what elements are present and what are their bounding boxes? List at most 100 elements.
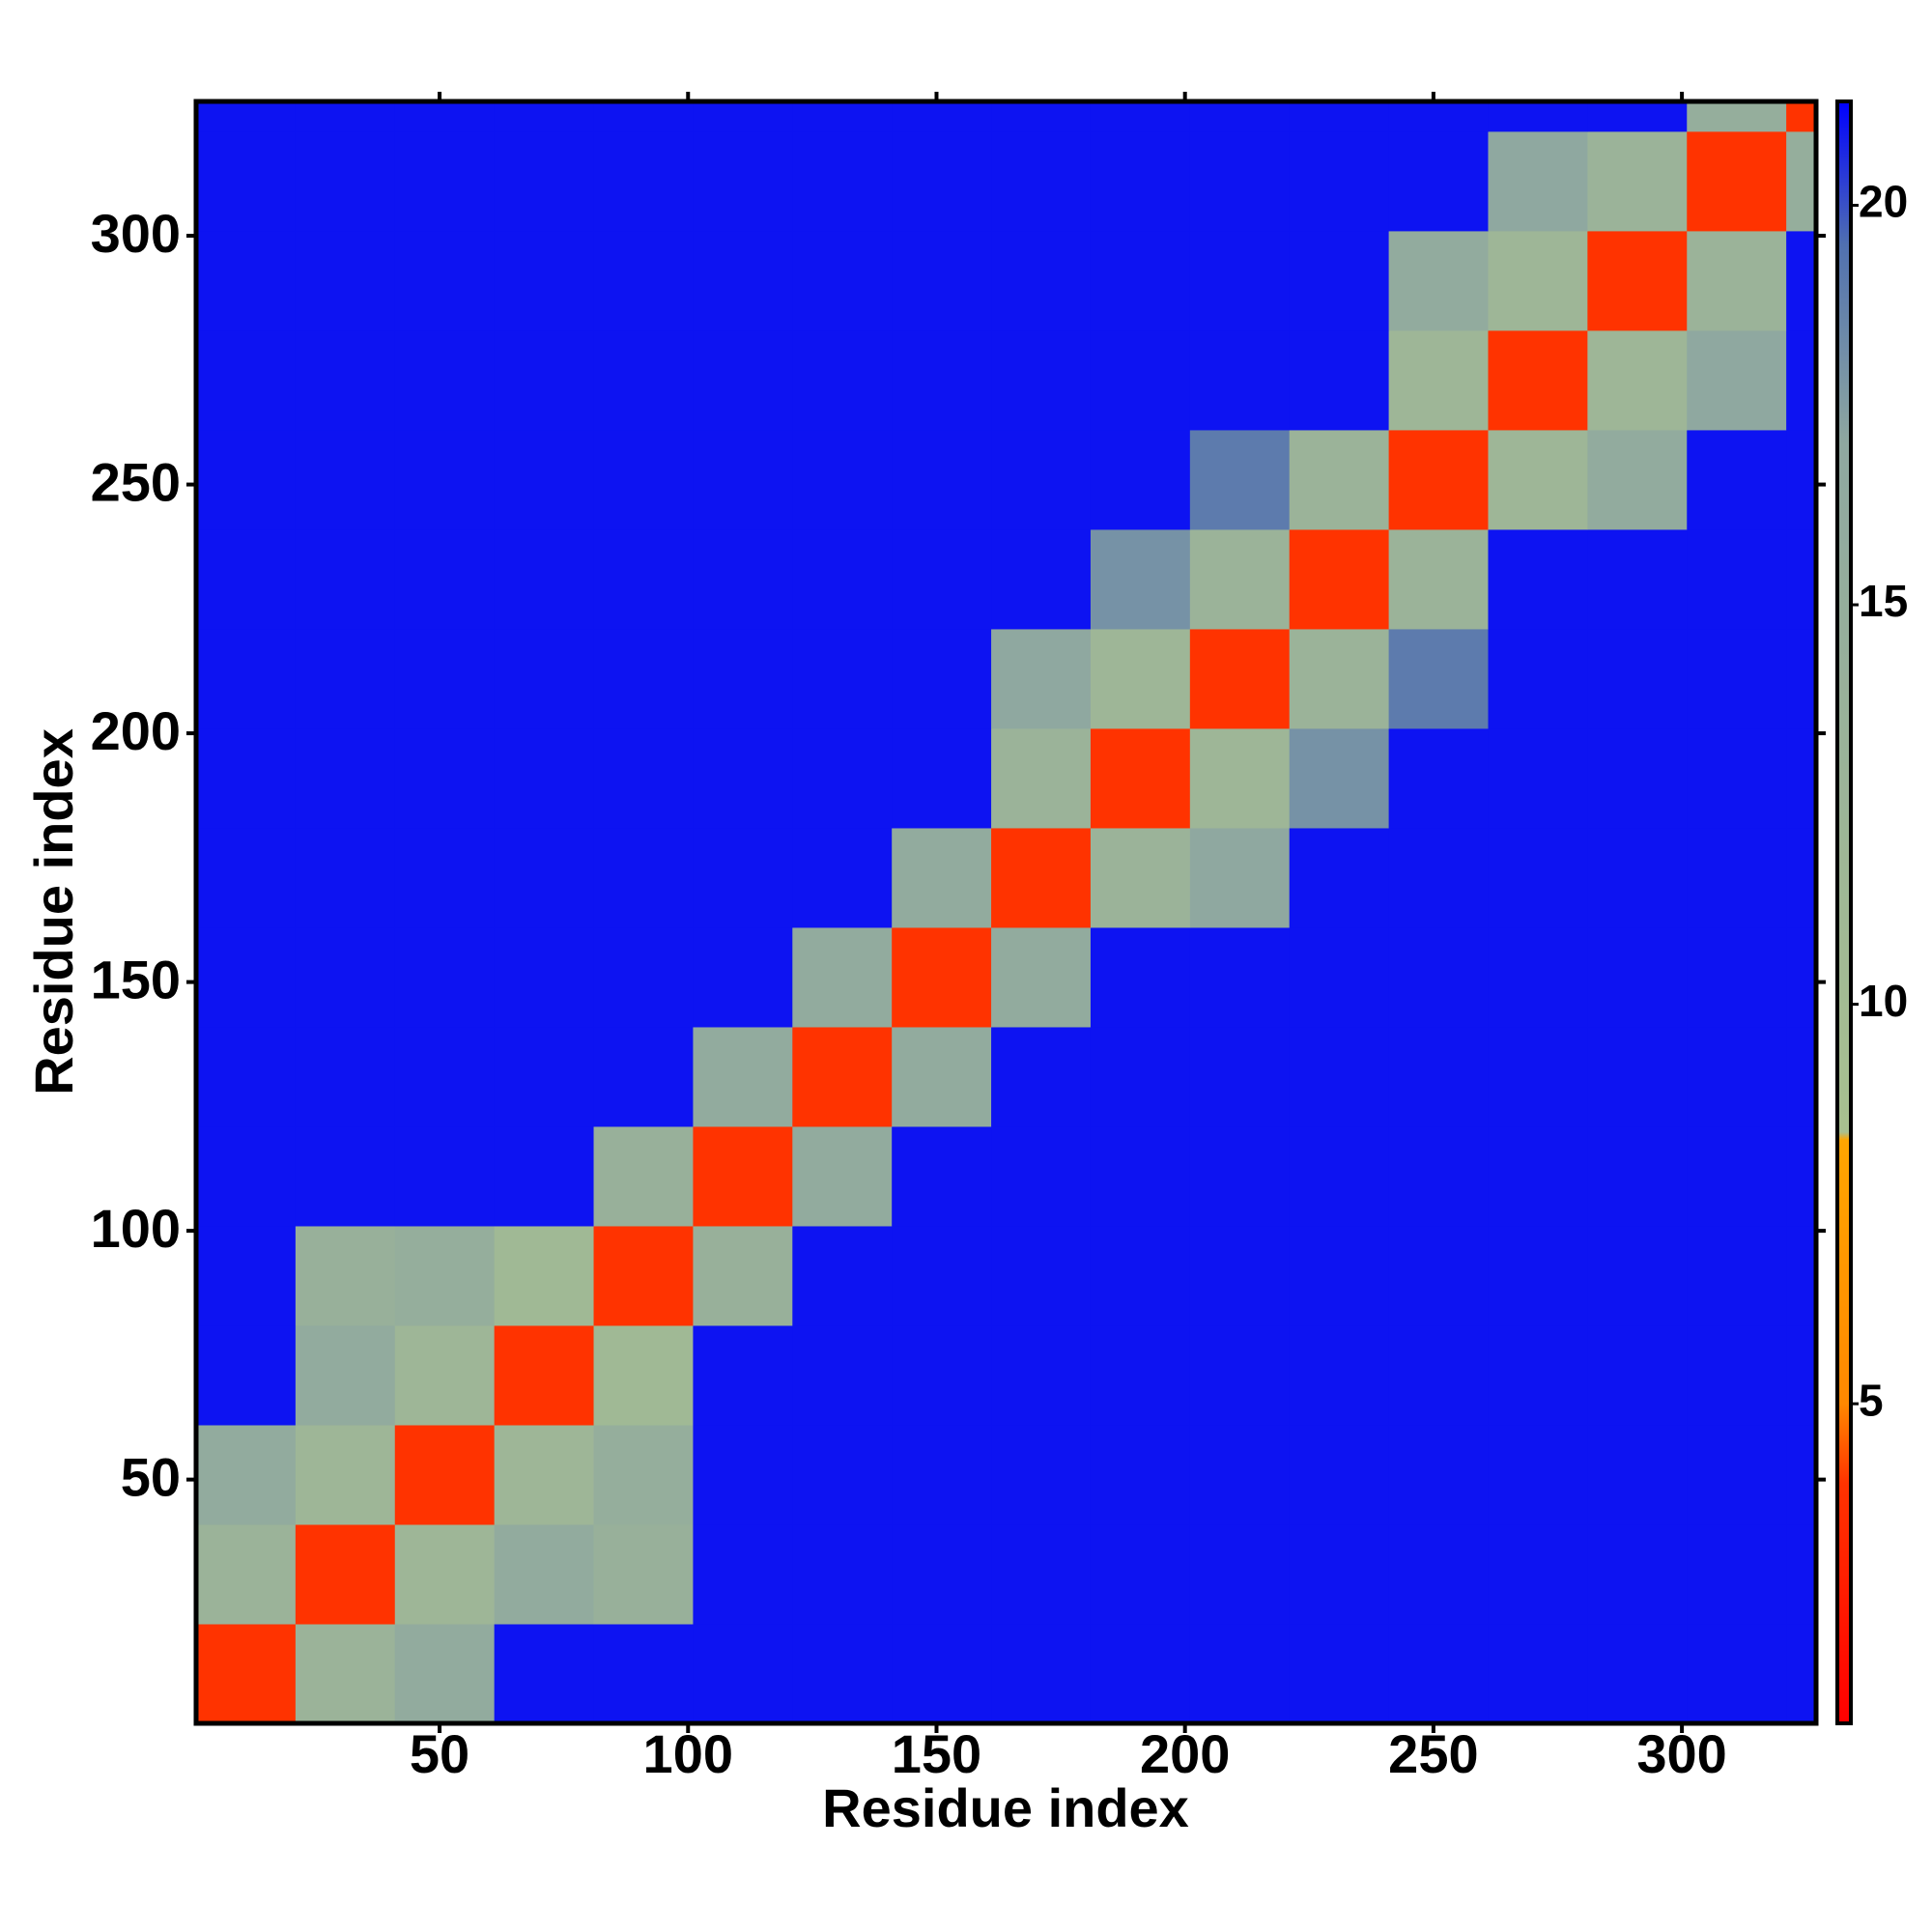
heatmap-cell xyxy=(991,827,1092,928)
heatmap-cell xyxy=(196,528,297,630)
heatmap-cell xyxy=(394,528,496,630)
heatmap-cell xyxy=(693,230,793,331)
heatmap-cell xyxy=(1587,329,1688,431)
heatmap-cell xyxy=(792,727,893,829)
heatmap-cell xyxy=(792,1523,893,1625)
heatmap-cell xyxy=(394,1125,496,1227)
y-tick-label: 50 xyxy=(121,1446,181,1507)
heatmap-cell xyxy=(1587,1324,1688,1426)
heatmap-cell xyxy=(1189,1523,1291,1625)
heatmap-cell xyxy=(1687,130,1787,232)
heatmap-cell xyxy=(1488,926,1588,1028)
heatmap-cell xyxy=(792,130,893,232)
heatmap-cell xyxy=(1587,926,1688,1028)
heatmap-cell xyxy=(295,1026,396,1127)
heatmap-cell xyxy=(1786,329,1817,431)
heatmap-cell xyxy=(1090,329,1191,431)
heatmap-cell xyxy=(892,827,992,928)
heatmap-cell xyxy=(394,329,496,431)
heatmap-cell xyxy=(1687,1623,1787,1724)
heatmap-cell xyxy=(1687,1424,1787,1525)
heatmap-cell xyxy=(196,230,297,331)
heatmap-cell xyxy=(196,1125,297,1227)
heatmap-cell xyxy=(1289,528,1390,630)
heatmap-cell xyxy=(394,429,496,530)
heatmap-cell xyxy=(494,827,595,928)
heatmap-cell xyxy=(892,329,992,431)
heatmap-cell xyxy=(991,329,1092,431)
heatmap-cell xyxy=(196,926,297,1028)
heatmap-cell xyxy=(394,1523,496,1625)
heatmap-cell xyxy=(1687,1125,1787,1227)
heatmap-cell xyxy=(494,727,595,829)
heatmap-cell xyxy=(792,329,893,431)
heatmap-cell xyxy=(1587,1125,1688,1227)
heatmap-cell xyxy=(991,130,1092,232)
heatmap-cell xyxy=(1587,727,1688,829)
heatmap-cell xyxy=(991,1523,1092,1625)
heatmap-cell xyxy=(295,1623,396,1724)
heatmap-cell xyxy=(892,429,992,530)
heatmap-cell xyxy=(1687,827,1787,928)
heatmap-cell xyxy=(892,1523,992,1625)
heatmap-cell xyxy=(1388,1026,1489,1127)
heatmap-cell xyxy=(1189,727,1291,829)
heatmap-cell xyxy=(196,827,297,928)
heatmap-cell xyxy=(1090,628,1191,729)
heatmap-cell xyxy=(295,528,396,630)
heatmap-cell xyxy=(1289,628,1390,729)
heatmap-cell xyxy=(295,1125,396,1227)
heatmap-cell xyxy=(991,1623,1092,1724)
heatmap-cell xyxy=(693,628,793,729)
heatmap-cell xyxy=(693,1523,793,1625)
y-tick-label: 300 xyxy=(91,203,181,264)
heatmap-cell xyxy=(892,230,992,331)
heatmap-cell xyxy=(196,1424,297,1525)
heatmap-cell xyxy=(693,1424,793,1525)
heatmap-cell xyxy=(693,101,793,132)
heatmap-cell xyxy=(1587,528,1688,630)
heatmap-cell xyxy=(1289,1225,1390,1326)
heatmap-cell xyxy=(693,130,793,232)
heatmap-cell xyxy=(1687,528,1787,630)
heatmap-cell xyxy=(593,1225,694,1326)
heatmap-cell xyxy=(196,628,297,729)
heatmap-cell xyxy=(494,1026,595,1127)
y-axis-title: Residue index xyxy=(23,728,84,1095)
heatmap-cell xyxy=(892,1026,992,1127)
heatmap-cell xyxy=(295,1523,396,1625)
heatmap-cell xyxy=(1488,1125,1588,1227)
heatmap-cell xyxy=(1587,1424,1688,1525)
heatmap-cell xyxy=(593,528,694,630)
colorbar-tick-label: 10 xyxy=(1859,976,1908,1026)
heatmap-cell xyxy=(494,1424,595,1525)
heatmap-cell xyxy=(1587,1225,1688,1326)
heatmap-cell xyxy=(792,926,893,1028)
x-tick-label: 250 xyxy=(1388,1723,1478,1784)
heatmap-cell xyxy=(1488,329,1588,431)
heatmap-cell xyxy=(1090,727,1191,829)
heatmap-cell xyxy=(196,101,297,132)
heatmap-cell xyxy=(295,329,396,431)
heatmap-cell xyxy=(792,230,893,331)
heatmap-cell xyxy=(1090,926,1191,1028)
heatmap-cell xyxy=(1786,926,1817,1028)
heatmap-cell xyxy=(295,727,396,829)
heatmap-cell xyxy=(792,1623,893,1724)
heatmap-cell xyxy=(1090,1523,1191,1625)
heatmap-cell xyxy=(693,429,793,530)
heatmap-cell xyxy=(1488,827,1588,928)
heatmap-cell xyxy=(1388,926,1489,1028)
heatmap-cell xyxy=(196,1225,297,1326)
heatmap-cell xyxy=(196,1523,297,1625)
heatmap-cell xyxy=(1090,230,1191,331)
heatmap-cell xyxy=(1289,130,1390,232)
heatmap-cell xyxy=(991,230,1092,331)
heatmap-cell xyxy=(1587,230,1688,331)
heatmap-cell xyxy=(593,827,694,928)
heatmap-cell xyxy=(1786,827,1817,928)
heatmap-cell xyxy=(1189,1623,1291,1724)
heatmap-cell xyxy=(1687,1523,1787,1625)
heatmap-cell xyxy=(1289,1523,1390,1625)
heatmap-cell xyxy=(693,1623,793,1724)
